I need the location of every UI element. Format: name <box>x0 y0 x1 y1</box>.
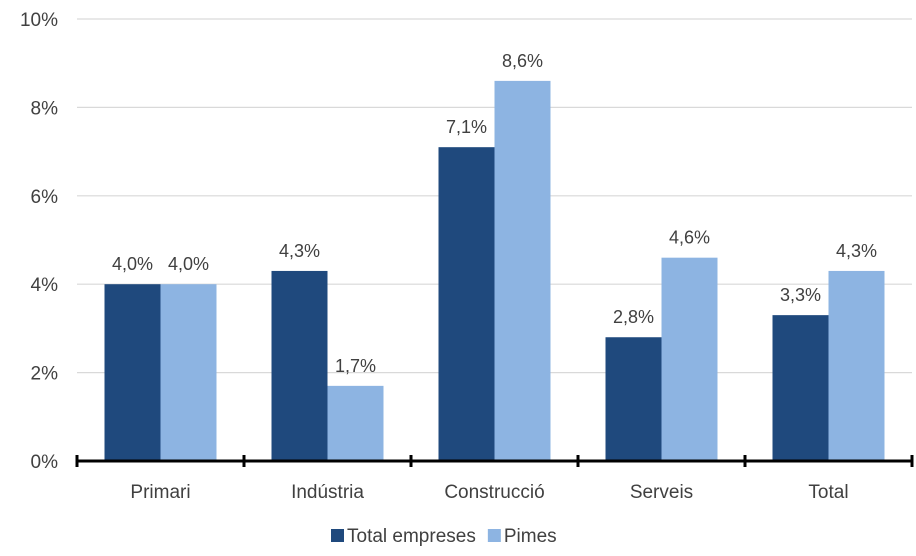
y-tick-label: 6% <box>31 187 59 208</box>
data-label: 7,1% <box>446 117 487 137</box>
bar-1-2 <box>494 80 551 461</box>
bar-1-4 <box>828 270 885 461</box>
bar-1-0 <box>160 284 217 461</box>
x-category-label: Construcció <box>444 482 544 503</box>
y-axis-tick-labels: 0% 2% 4% 6% 8% 10% <box>20 10 58 473</box>
legend: Total empreses Pimes <box>331 526 557 547</box>
x-category-label: Total <box>808 482 848 503</box>
x-category-label: Indústria <box>291 482 364 503</box>
data-label: 4,3% <box>279 241 320 261</box>
x-axis-category-labels: Primari Indústria Construcció Serveis Total <box>130 482 848 503</box>
bar-0-2 <box>438 147 495 461</box>
bar-1-1 <box>327 385 384 461</box>
data-label: 4,0% <box>112 254 153 274</box>
y-tick-label: 2% <box>31 364 59 385</box>
bars <box>104 80 885 461</box>
x-category-label: Primari <box>130 482 190 503</box>
x-axis <box>75 455 914 467</box>
data-label: 3,3% <box>780 285 821 305</box>
y-tick-label: 0% <box>31 452 59 473</box>
x-category-label: Serveis <box>630 482 693 503</box>
legend-label: Total empreses <box>347 526 476 547</box>
data-label: 2,8% <box>613 307 654 327</box>
y-tick-label: 10% <box>20 10 58 31</box>
legend-label: Pimes <box>504 526 557 547</box>
y-tick-label: 4% <box>31 275 59 296</box>
bar-0-4 <box>772 315 829 461</box>
data-label: 8,6% <box>502 51 543 71</box>
data-label: 4,6% <box>669 228 710 248</box>
legend-swatch <box>331 529 344 542</box>
bar-1-3 <box>661 257 718 461</box>
bar-0-1 <box>271 270 328 461</box>
bar-0-3 <box>605 337 662 461</box>
bar-0-0 <box>104 284 161 461</box>
data-label: 4,0% <box>168 254 209 274</box>
data-label: 4,3% <box>836 241 877 261</box>
y-tick-label: 8% <box>31 98 59 119</box>
data-label: 1,7% <box>335 356 376 376</box>
data-labels: 4,0% 4,0% 4,3% 1,7% 7,1% 8,6% 2,8% 4,6% 3,3% 4,3% <box>112 51 877 376</box>
legend-swatch <box>487 529 501 542</box>
